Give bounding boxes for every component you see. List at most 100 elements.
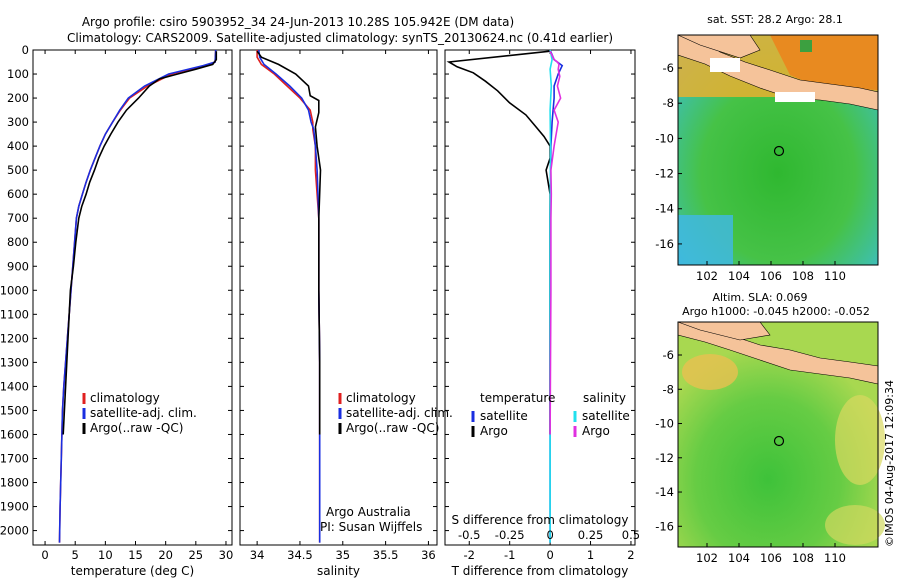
map-xtick-label: 104 — [728, 269, 750, 283]
ytick-label: 1000 — [0, 283, 29, 297]
xtick-label: 0 — [41, 548, 48, 562]
xtick-label: 25 — [188, 548, 203, 562]
xtick-label: 5 — [72, 548, 79, 562]
legend-label: satellite-adj. clim. — [90, 406, 197, 420]
map-xtick-label: 110 — [824, 269, 846, 283]
legend-title-salinity: salinity — [583, 391, 626, 405]
panel-frame-1 — [32, 49, 233, 546]
xaxis-label-3: T difference from climatology — [451, 564, 629, 578]
ytick-label: 200 — [7, 91, 29, 105]
legend-label: Argo — [480, 424, 508, 438]
legend-label: Argo — [582, 424, 610, 438]
map-xtick-label: 102 — [696, 269, 718, 283]
series-line-2-2 — [258, 49, 321, 543]
ytick-label: 800 — [7, 235, 29, 249]
map-ytick-label: -12 — [655, 451, 674, 465]
legend-label: satellite — [480, 409, 528, 423]
s-diff-tick-label: -0.5 — [458, 528, 480, 542]
sla-map-high-2 — [835, 395, 885, 485]
map-ytick-label: -16 — [655, 237, 674, 251]
xtick-label: -2 — [464, 548, 475, 562]
ytick-label: 400 — [7, 139, 29, 153]
panel-frame-3 — [444, 49, 636, 546]
ytick-label: 1100 — [0, 307, 29, 321]
map-ytick-label: -8 — [663, 96, 674, 110]
map-ytick-label: -14 — [655, 485, 674, 499]
map-ytick-label: -6 — [663, 348, 674, 362]
ytick-label: 0 — [22, 43, 29, 57]
map-xtick-label: 108 — [792, 269, 814, 283]
ytick-label: 300 — [7, 115, 29, 129]
map-ytick-label: -16 — [655, 519, 674, 533]
xtick-label: 15 — [128, 548, 143, 562]
map-ytick-label: -12 — [655, 167, 674, 181]
map-xtick-label: 108 — [792, 551, 814, 565]
legend-label: climatology — [90, 391, 160, 405]
xtick-label: 35.5 — [373, 548, 399, 562]
map-ytick-label: -6 — [663, 61, 674, 75]
series-line-1-2 — [58, 49, 217, 543]
map-xtick-label: 102 — [696, 551, 718, 565]
panel-frame-2 — [239, 49, 438, 546]
legend-label: satellite-adj. clim. — [346, 406, 453, 420]
sla-map-frame — [677, 321, 879, 548]
sla-map-title-line2: Argo h1000: -0.045 h2000: -0.052 — [682, 305, 870, 318]
series-line-2-1 — [256, 50, 321, 543]
sst-map-cloud-2 — [775, 92, 815, 102]
ytick-label: 1700 — [0, 451, 29, 465]
map-xtick-label: 110 — [824, 551, 846, 565]
ytick-label: 100 — [7, 67, 29, 81]
sla-map-high-3 — [825, 505, 885, 545]
series-line-1-3 — [62, 51, 218, 435]
legend-label: Argo(..raw -QC) — [90, 421, 183, 435]
s-diff-axis-label: S difference from climatology — [452, 513, 629, 527]
map-xtick-label: 104 — [728, 551, 750, 565]
xtick-label: 30 — [219, 548, 234, 562]
ytick-label: 900 — [7, 259, 29, 273]
xtick-label: 0 — [546, 548, 553, 562]
map-xtick-label: 106 — [760, 269, 782, 283]
xtick-label: 20 — [158, 548, 173, 562]
legend-title-temperature: temperature — [480, 391, 555, 405]
sst-map-cloud-3 — [800, 40, 812, 52]
xtick-label: 35 — [335, 548, 350, 562]
sst-map-title: sat. SST: 28.2 Argo: 28.1 — [707, 13, 843, 26]
ytick-label: 2000 — [0, 524, 29, 538]
sla-map: Altim. SLA: 0.069 Argo h1000: -0.045 h20… — [677, 291, 885, 548]
annotation-line2: PI: Susan Wijffels — [320, 520, 422, 534]
ytick-label: 1600 — [0, 427, 29, 441]
sst-map-cloud-1 — [710, 58, 740, 72]
s-diff-tick-label: 0.5 — [622, 528, 640, 542]
figure-title-line1: Argo profile: csiro 5903952_34 24-Jun-20… — [82, 15, 514, 29]
map-ytick-label: -10 — [655, 131, 674, 145]
annotation-line1: Argo Australia — [326, 505, 411, 519]
ytick-label: 600 — [7, 187, 29, 201]
ytick-label: 1500 — [0, 403, 29, 417]
series-line-2-3 — [256, 50, 322, 435]
sla-map-title-line1: Altim. SLA: 0.069 — [712, 291, 807, 304]
sst-map-warm-east — [770, 35, 878, 90]
xaxis-label-1: temperature (deg C) — [71, 564, 194, 578]
map-ytick-label: -10 — [655, 417, 674, 431]
ytick-label: 700 — [7, 211, 29, 225]
s-diff-tick-label: 0 — [546, 528, 553, 542]
imos-watermark: ©IMOS 04-Aug-2017 12:09:34 — [883, 380, 896, 547]
sst-map-frame — [677, 34, 879, 266]
xaxis-label-2: salinity — [317, 564, 360, 578]
map-ytick-label: -14 — [655, 202, 674, 216]
xtick-label: 10 — [98, 548, 113, 562]
sst-map-argo-location — [773, 145, 785, 157]
xtick-label: 36 — [421, 548, 436, 562]
map-xtick-label: 106 — [760, 551, 782, 565]
ytick-label: 1800 — [0, 476, 29, 490]
xtick-label: -1 — [504, 548, 515, 562]
xtick-label: 1 — [587, 548, 594, 562]
sla-map-high-1 — [682, 354, 738, 390]
series-line-3-2 — [446, 50, 551, 435]
sst-map-cool-patch — [678, 215, 733, 265]
ytick-label: 1200 — [0, 331, 29, 345]
series-line-3-1 — [549, 49, 564, 543]
sst-map: sat. SST: 28.2 Argo: 28.1 — [677, 13, 879, 266]
legend-label: Argo(..raw -QC) — [346, 421, 439, 435]
